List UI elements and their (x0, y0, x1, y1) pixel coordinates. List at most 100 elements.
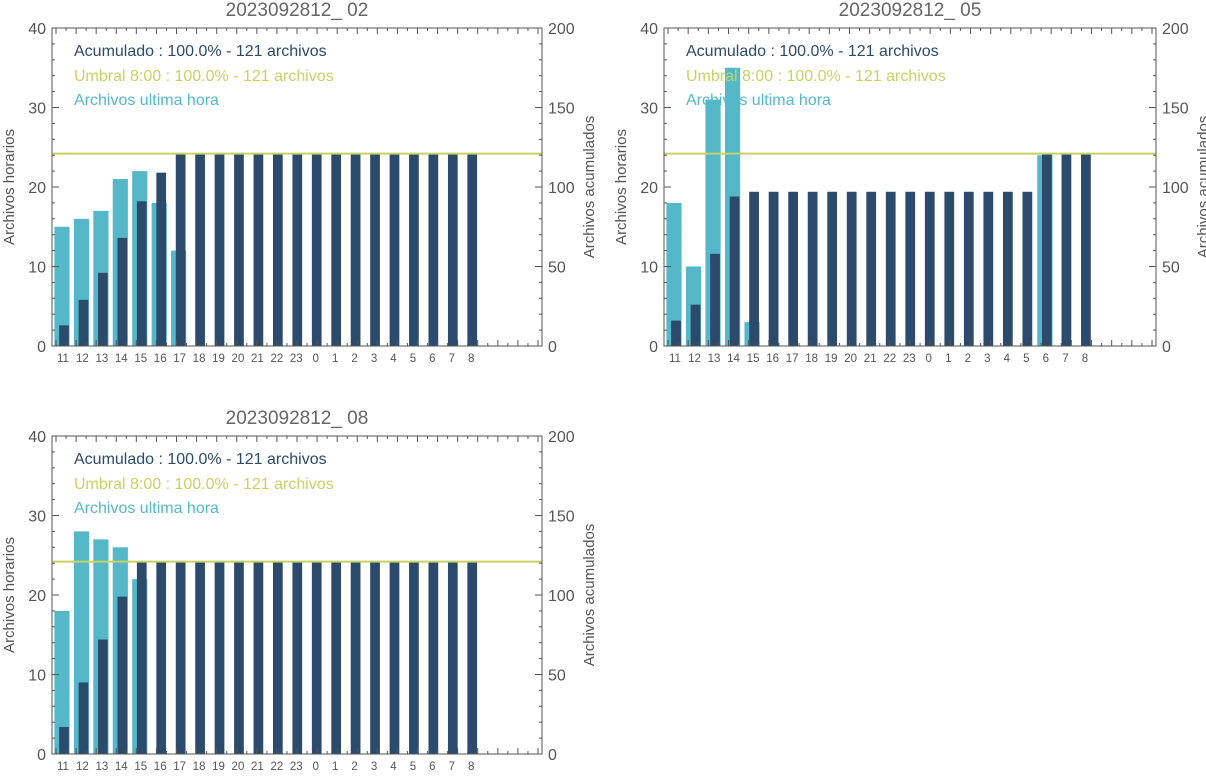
y-right-axis-label: Archivos acumulados (1195, 116, 1206, 259)
x-tick-label: 18 (805, 353, 818, 365)
accumulated-bar (827, 191, 838, 346)
accumulated-bar (117, 237, 128, 346)
y-tick-label: 0 (649, 339, 658, 356)
x-tick-label: 0 (313, 353, 319, 365)
x-tick-label: 21 (251, 761, 264, 771)
hourly-bar (54, 226, 70, 346)
x-tick-label: 19 (212, 761, 225, 771)
legend-threshold: Umbral 8:00 : 100.0% - 121 archivos (74, 68, 334, 85)
y-tick-label: 10 (640, 260, 658, 277)
accumulated-bar (136, 201, 147, 346)
y-tick-label: 20 (28, 588, 46, 605)
accumulated-bar (409, 153, 419, 346)
x-tick-label: 21 (251, 353, 264, 365)
chart-title: 2023092812_ 02 (226, 0, 369, 21)
x-tick-label: 13 (708, 353, 721, 365)
accumulated-bar (311, 153, 322, 346)
accumulated-bar (428, 153, 439, 346)
x-tick-label: 19 (825, 353, 838, 365)
legend-threshold: Umbral 8:00 : 100.0% - 121 archivos (686, 68, 946, 85)
y-tick-label: 40 (28, 429, 46, 446)
accumulated-bar (409, 561, 419, 754)
accumulated-bar (370, 153, 380, 346)
accumulated-bar (866, 191, 877, 346)
y-right-tick-label: 50 (548, 668, 566, 685)
y-right-tick-label: 200 (548, 429, 575, 446)
y-tick-label: 30 (28, 101, 46, 118)
y-right-tick-label: 150 (548, 101, 575, 118)
y-right-tick-label: 50 (548, 260, 566, 277)
legend-threshold: Umbral 8:00 : 100.0% - 121 archivos (74, 476, 334, 493)
x-tick-label: 19 (212, 353, 225, 365)
x-tick-label: 23 (290, 353, 303, 365)
y-right-tick-label: 100 (548, 180, 575, 197)
x-tick-label: 15 (134, 761, 147, 771)
legend-accumulated: Acumulado : 100.0% - 121 archivos (686, 43, 939, 60)
x-tick-label: 12 (76, 761, 89, 771)
accumulated-bar (78, 682, 89, 754)
accumulated-bar (59, 325, 69, 346)
chart-title: 2023092812_ 05 (839, 0, 982, 21)
accumulated-bar (195, 561, 205, 754)
legend-accumulated: Acumulado : 100.0% - 121 archivos (74, 43, 327, 60)
accumulated-bar (59, 726, 69, 754)
accumulated-bar (136, 561, 147, 754)
chart-title: 2023092812_ 08 (226, 408, 369, 429)
x-tick-label: 8 (468, 761, 474, 771)
x-tick-label: 5 (410, 761, 416, 771)
y-right-tick-label: 150 (548, 509, 575, 526)
y-tick-label: 10 (28, 260, 46, 277)
x-tick-label: 22 (270, 761, 283, 771)
x-tick-label: 3 (984, 353, 990, 365)
accumulated-bar (1042, 153, 1052, 346)
x-tick-label: 6 (429, 761, 435, 771)
x-tick-label: 1 (332, 353, 338, 365)
x-tick-label: 22 (270, 353, 283, 365)
accumulated-bar (253, 153, 264, 346)
accumulated-bar (272, 153, 283, 346)
x-tick-label: 14 (115, 353, 128, 365)
accumulated-bar (710, 253, 720, 346)
x-tick-label: 23 (290, 761, 303, 771)
accumulated-bar (1061, 153, 1072, 346)
x-tick-label: 8 (1082, 353, 1088, 365)
accumulated-bar (1022, 191, 1033, 346)
x-tick-label: 16 (154, 761, 167, 771)
accumulated-bar (292, 561, 303, 754)
accumulated-bar (944, 191, 955, 346)
x-tick-label: 4 (390, 761, 397, 771)
legend-hourly: Archivos ultima hora (686, 92, 831, 109)
x-tick-label: 23 (903, 353, 916, 365)
accumulated-bar (467, 561, 478, 754)
x-tick-label: 16 (766, 353, 779, 365)
legend-accumulated: Acumulado : 100.0% - 121 archivos (74, 451, 327, 468)
x-tick-label: 15 (747, 353, 760, 365)
x-tick-label: 6 (429, 353, 435, 365)
accumulated-bar (156, 172, 167, 346)
accumulated-bar (195, 153, 205, 346)
x-tick-label: 2 (351, 761, 357, 771)
y-right-tick-label: 100 (548, 588, 575, 605)
accumulated-bar (467, 153, 478, 346)
y-right-tick-label: 50 (1162, 260, 1180, 277)
accumulated-bar (905, 191, 916, 346)
x-tick-label: 13 (95, 353, 108, 365)
x-tick-label: 12 (688, 353, 701, 365)
x-tick-label: 7 (449, 761, 455, 771)
x-tick-label: 1 (945, 353, 951, 365)
y-axis-label: Archivos horarios (613, 129, 630, 245)
accumulated-bar (749, 191, 759, 346)
accumulated-bar (389, 153, 400, 346)
accumulated-bar (924, 191, 935, 346)
x-tick-label: 0 (926, 353, 932, 365)
x-tick-label: 21 (864, 353, 877, 365)
x-tick-label: 18 (193, 353, 206, 365)
x-tick-label: 11 (669, 353, 681, 365)
hourly-bar (666, 202, 682, 346)
x-tick-label: 7 (449, 353, 455, 365)
accumulated-bar (98, 639, 108, 754)
accumulated-bar (350, 561, 361, 754)
y-tick-label: 30 (640, 101, 658, 118)
